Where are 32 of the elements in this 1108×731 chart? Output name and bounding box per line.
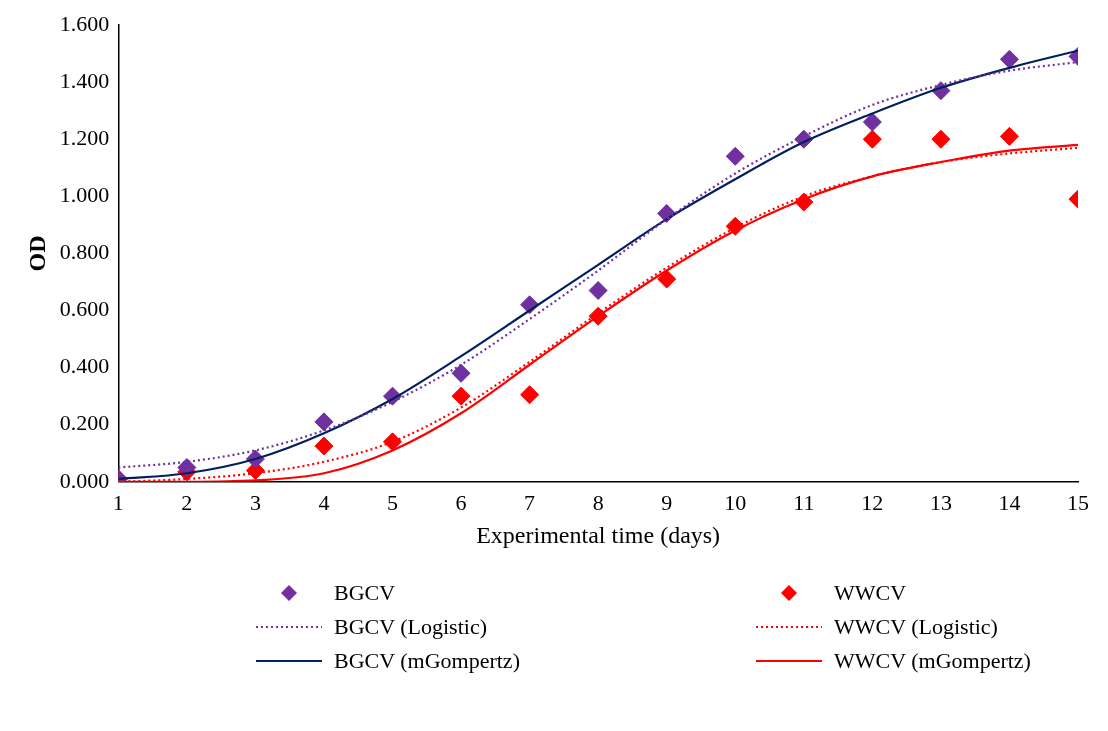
legend-label: BGCV	[334, 580, 396, 606]
x-tick-label: 12	[861, 489, 884, 515]
x-tick-label: 3	[249, 489, 261, 515]
x-tick-label: 9	[661, 489, 673, 515]
legend-label: BGCV (Logistic)	[334, 614, 487, 640]
x-tick-label: 2	[181, 489, 193, 515]
x-tick-label: 11	[793, 489, 815, 515]
legend-label: WWCV (Logistic)	[834, 614, 998, 640]
y-tick-label: 1.200	[59, 124, 110, 150]
y-axis-title: OD	[23, 235, 50, 272]
y-tick-label: 0.800	[59, 239, 110, 265]
x-tick-label: 6	[455, 489, 467, 515]
legend-label: WWCV	[834, 580, 907, 606]
x-tick-label: 5	[387, 489, 398, 515]
y-tick-label: 1.400	[59, 67, 110, 93]
x-tick-label: 14	[998, 489, 1021, 515]
legend-label: WWCV (mGompertz)	[834, 648, 1031, 674]
y-tick-label: 0.200	[59, 410, 110, 436]
x-tick-label: 15	[1067, 489, 1089, 515]
x-tick-label: 13	[929, 489, 952, 515]
y-tick-label: 0.000	[59, 467, 110, 493]
y-tick-label: 1.600	[59, 10, 110, 36]
y-tick-label: 0.400	[59, 353, 110, 379]
x-tick-label: 10	[724, 489, 747, 515]
y-tick-label: 0.600	[59, 296, 110, 322]
legend-label: BGCV (mGompertz)	[334, 648, 520, 674]
x-tick-label: 8	[592, 489, 604, 515]
x-axis-title: Experimental time (days)	[476, 521, 721, 548]
x-tick-label: 1	[112, 489, 124, 515]
x-tick-label: 4	[318, 489, 330, 515]
x-tick-label: 7	[524, 489, 536, 515]
y-tick-label: 1.000	[59, 182, 110, 208]
